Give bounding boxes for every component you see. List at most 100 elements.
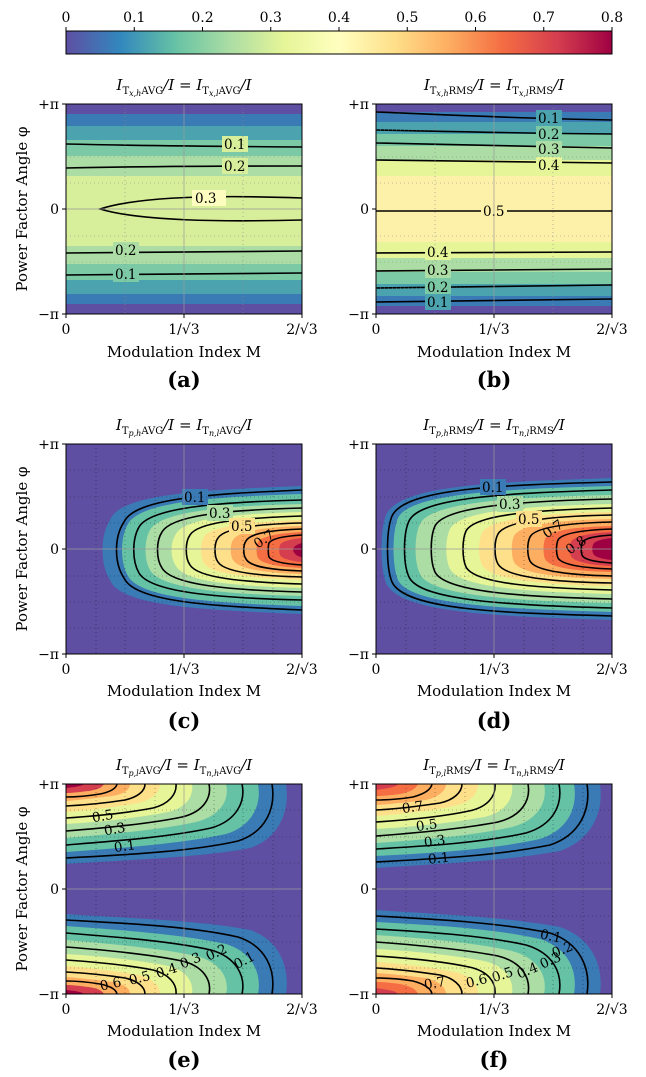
panel-f-contour-line [375,783,496,823]
panel-e-contour-line [65,971,146,995]
panel-e-ytick: 0 [50,882,59,898]
panel-b-clabel-bg [536,110,562,126]
colorbar-fill [65,30,613,55]
panel-e-ytick: +π [38,777,59,793]
panel-d-clabel: 0.1 [482,480,503,496]
panel-a-ytick: +π [38,97,59,113]
panel-c-xtick: 0 [62,662,71,678]
panel-e-clabel: 0.3 [103,820,127,839]
panel-c-title: ITp,hAVG/I = ITn,lAVG/I [115,416,253,438]
panel-b-xtick: 0 [372,322,381,338]
panel-f-contour-line [375,977,433,995]
panel-e-contour-line [65,783,177,819]
panel-a-clabel: 0.1 [115,267,136,283]
panel-a-clabel-bg [192,190,226,206]
panel-d-ticks [372,443,613,658]
panel-b-contours [375,111,613,303]
panel-b-clabel: 0.4 [538,158,559,174]
panel-b-clabel-bg [536,126,562,142]
panel-d-xlabel: Modulation Index M [417,682,571,700]
panel-d-clabel-bg [516,511,542,527]
panel-c-ticks [62,443,303,658]
panel-c-ytick: −π [38,647,59,663]
panel-c-label: (c) [168,708,201,733]
panel-e-xtick: 2/√3 [286,1002,317,1018]
panel-f-contour-line [375,783,589,863]
panel-c-ytick: +π [38,437,59,453]
panel-e-clabel: 0.4 [154,960,179,982]
panel-a-contour-line [65,165,303,169]
panel-d-xtick: 1/√3 [478,662,509,678]
panel-f-xtick: 0 [372,1002,381,1018]
panel-f-contour-line [375,915,589,995]
panel-f-xtick: 1/√3 [478,1002,509,1018]
panel-f-ytick: 0 [360,882,369,898]
panel-e-contour-line [65,959,177,995]
panel-d-ytick: −π [348,647,369,663]
panel-f-clabel: 0.5 [415,816,439,835]
panel-e-contour-line [65,919,274,995]
panel-c-main-grid [66,444,302,654]
panel-f-contour-line [375,967,463,995]
panel-d-xtick: 0 [372,662,381,678]
panel-a-clabel: 0.2 [224,159,245,175]
panel-c-contour-line [242,528,303,572]
panel-e-ticks [62,783,303,998]
panel-e-contour-line [65,783,211,832]
panel-e-title: ITp,lAVG/I = ITn,hAVG/I [115,756,253,778]
panel-e-clabel: 0.1 [113,837,137,856]
panel-b-ticks [372,103,613,318]
panel-f-title: ITp,lRMS/I = ITn,hRMS/I [422,756,566,778]
panel-c-clabel-bg [207,505,233,521]
panel-a-xlabel: Modulation Index M [107,343,261,361]
panel-a: ITx,hAVG/I = ITx,lAVG/I 0.1 [13,76,318,392]
panel-f-main-grid [376,784,612,994]
colorbar: 0 0.1 0.2 0.3 0.4 0.5 0.6 0.7 0.8 [62,10,623,55]
panel-b-clabel: 0.4 [427,245,448,261]
panel-a-ylabel: Power Factor Angle φ [13,127,31,292]
panel-e: ITp,lAVG/I = ITn,hAVG/I [13,756,318,1072]
panel-a-clabel-bg [113,266,139,282]
panel-e-xtick: 0 [62,1002,71,1018]
panel-a-ytick: 0 [50,202,59,218]
panel-a-ticks [62,103,303,318]
colorbar-tick-label: 0.8 [601,10,623,26]
panel-c-clabel: 0.3 [209,506,230,522]
panel-c-clabel: 0.1 [184,490,205,506]
panel-a-clabel-bg [222,136,248,152]
panel-a-title: ITx,hAVG/I = ITx,lAVG/I [116,76,253,98]
panel-f-clabel: 0.4 [515,960,541,983]
colorbar-tick-label: 0.3 [260,10,282,26]
panel-b-clabel: 0.1 [538,111,559,127]
panel-e-contour-line [65,783,244,846]
panel-f-band [376,784,398,790]
panel-b-contour-line [375,159,613,164]
panel-e-ytick: −π [38,987,59,1003]
panel-e-main-grid [66,784,302,994]
panel-b-label: (b) [477,367,512,392]
panel-b-contour-line [375,129,613,135]
colorbar-tick-label: 0.5 [396,10,418,26]
panel-f-band [376,988,398,994]
colorbar-tick-label: 0 [62,10,71,26]
panel-c-ytick: 0 [50,542,59,558]
panel-c-ylabel: Power Factor Angle φ [13,467,31,632]
panel-f-contour-line [375,955,496,995]
panel-b-contour-line [375,251,613,254]
panel-b-ytick: 0 [360,202,369,218]
colorbar-tick-label: 0.7 [533,10,555,26]
panel-d-clabel-bg [497,496,523,512]
panel-d-clabel-bg [480,479,506,495]
panel-e-label: (e) [167,1047,200,1072]
panel-f-clabel: 0.1 [539,927,563,947]
colorbar-tick-label: 0.6 [464,10,486,26]
panel-b-xtick: 2/√3 [596,322,627,338]
panel-f-clabel: 0.5 [490,964,515,986]
panel-d-ytick: +π [348,437,369,453]
panel-f-ytick: −π [348,987,369,1003]
panel-b: ITx,hRMS/I = ITx,lRMS/I [348,76,628,392]
panel-b-clabel-bg [425,262,451,278]
panel-d-main-grid [376,444,612,654]
panel-d-clabel: 0.3 [499,497,520,513]
panel-b-contour-line [375,142,613,149]
